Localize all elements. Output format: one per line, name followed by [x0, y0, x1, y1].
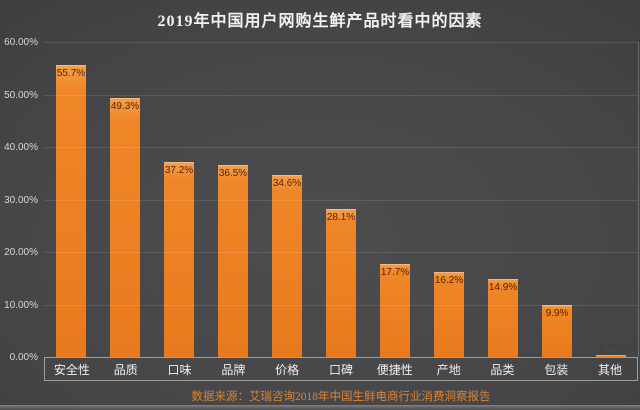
bar-value-label: 17.7% — [380, 267, 410, 279]
bar-value-label: 37.2% — [164, 164, 194, 176]
y-tick-label: 0.00% — [9, 352, 38, 363]
gridline — [44, 199, 638, 201]
y-tick-label: 10.00% — [4, 299, 38, 311]
source-caption: 数据来源：艾瑞咨询2018年中国生鲜电商行业消费洞察报告 — [191, 391, 491, 403]
bar: 14.9% — [488, 278, 518, 357]
bar-slot: 28.1% — [314, 209, 368, 357]
x-category-label: 安全性 — [53, 362, 90, 377]
y-axis: 0.00% 10.00% 20.00% 30.00% 40.00% 50.00% 60.00… — [0, 37, 38, 363]
y-tick-label: 60.00% — [4, 37, 38, 48]
gridline — [44, 304, 638, 306]
bar-value-label: 14.9% — [488, 281, 518, 293]
bar: 34.6% — [272, 175, 302, 357]
x-category-label: 品质 — [113, 362, 138, 377]
chart-title: 2019年中国用户网购生鲜产品时看中的因素 — [157, 13, 483, 30]
bar: 36.5% — [218, 165, 248, 357]
bar-slot: 0.4% — [584, 342, 638, 357]
bar: 0.4% — [596, 342, 626, 357]
bars-row: 55.7% 49.3% 37.2% 36.5% 34.6% 28.1% 17.7% 16.2%… — [44, 42, 638, 357]
y-tick-label: 30.00% — [4, 194, 38, 206]
x-category-label: 品牌 — [221, 362, 246, 377]
bar: 49.3% — [110, 98, 140, 357]
x-category-label: 价格 — [275, 362, 300, 377]
bar-slot: 49.3% — [98, 98, 152, 357]
bar: 16.2% — [434, 271, 464, 357]
gridline — [44, 42, 638, 43]
x-category-label: 口味 — [167, 362, 192, 377]
bar-slot: 9.9% — [530, 305, 584, 357]
bar-slot: 37.2% — [152, 161, 206, 357]
bar-slot: 17.7% — [368, 264, 422, 357]
bottom-edge-band — [0, 405, 640, 410]
bar-slot: 16.2% — [422, 271, 476, 357]
x-category-label: 口碑 — [328, 362, 353, 377]
bar: 37.2% — [164, 161, 194, 357]
bar-value-label: 36.5% — [218, 168, 248, 180]
x-category-label: 便捷性 — [376, 362, 413, 377]
bar: 55.7% — [56, 64, 86, 357]
x-category-label: 其他 — [598, 362, 623, 377]
x-category-label: 产地 — [436, 362, 461, 377]
y-tick-label: 20.00% — [4, 247, 38, 258]
gridline — [44, 147, 638, 148]
gridline — [44, 252, 638, 253]
bar-value-label: 0.4% — [599, 341, 623, 353]
bar-slot: 55.7% — [44, 64, 98, 357]
bar: 17.7% — [380, 264, 410, 357]
bar-slot: 36.5% — [206, 165, 260, 357]
gridline — [44, 94, 638, 96]
plot-area: 55.7% 49.3% 37.2% 36.5% 34.6% 28.1% 17.7% 16.2%… — [44, 42, 639, 357]
bar-value-label: 9.9% — [545, 308, 569, 320]
bar-slot: 34.6% — [260, 175, 314, 357]
x-axis-labels-box: 安全性 品质 口味 品牌 价格 口碑 便捷性 产地 品类 包装 其他 — [44, 357, 638, 381]
bar: 28.1% — [326, 209, 356, 357]
y-tick-label: 40.00% — [4, 142, 38, 153]
bar-value-label: 34.6% — [272, 178, 302, 190]
y-tick-label: 50.00% — [4, 89, 38, 101]
bar-value-label: 55.7% — [56, 67, 86, 79]
bar-value-label: 16.2% — [434, 274, 464, 286]
bar: 9.9% — [542, 305, 572, 357]
x-category-label: 包装 — [544, 362, 569, 377]
bar-value-label: 49.3% — [110, 101, 140, 113]
x-category-label: 品类 — [490, 362, 515, 377]
bar-value-label: 28.1% — [326, 212, 356, 224]
bar-slot: 14.9% — [476, 278, 530, 357]
